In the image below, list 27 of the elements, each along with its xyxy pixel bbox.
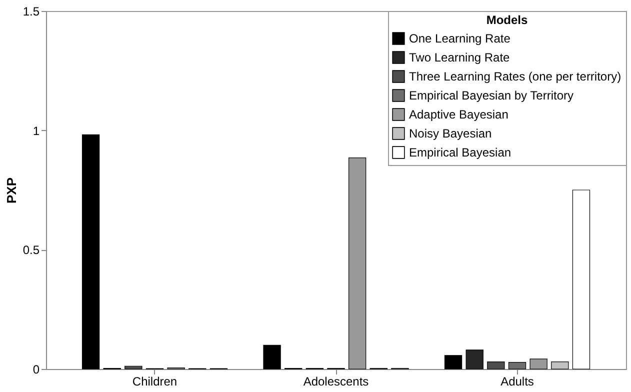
y-tick-label: 1.5 (22, 4, 40, 18)
legend-label: Empirical Bayesian (409, 146, 512, 160)
bar (466, 350, 484, 370)
legend-label: Noisy Bayesian (409, 126, 492, 140)
legend-title: Models (486, 13, 528, 27)
legend-label: Empirical Bayesian by Territory (409, 88, 574, 102)
bar (508, 362, 526, 370)
bar (82, 134, 100, 370)
bar (530, 358, 548, 370)
y-tick-label: 0 (32, 362, 40, 376)
legend-label: One Learning Rate (409, 32, 511, 46)
bar (444, 355, 462, 370)
bar (263, 344, 281, 370)
bar (348, 157, 366, 370)
x-tick-label: Children (132, 374, 178, 388)
y-axis-title: PXP (4, 177, 19, 204)
x-tick-label: Adults (500, 374, 534, 388)
bar (551, 362, 569, 370)
bar (124, 366, 142, 370)
y-tick-label: 1 (32, 124, 40, 138)
bar (487, 362, 505, 370)
x-tick-label: Adolescents (303, 374, 369, 388)
y-tick-label: 0.5 (22, 243, 40, 258)
legend-label: Two Learning Rate (409, 50, 510, 64)
legend-label: Three Learning Rates (one per territory) (409, 70, 622, 84)
bar (572, 190, 590, 370)
legend-label: Adaptive Bayesian (409, 108, 508, 122)
